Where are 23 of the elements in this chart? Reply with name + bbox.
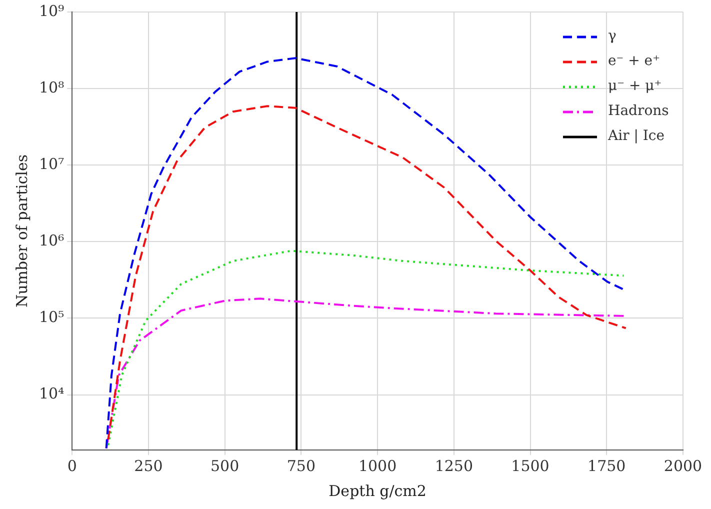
- legend-label: μ⁻ + μ⁺: [608, 77, 662, 96]
- x-tick-label: 1500: [511, 456, 550, 475]
- x-axis-title: Depth g/cm2: [328, 482, 426, 500]
- y-tick-label: 10⁸: [38, 78, 64, 96]
- legend-label: e⁻ + e⁺: [608, 52, 660, 71]
- legend-label: γ: [608, 27, 616, 46]
- y-tick-label: 10⁴: [38, 384, 64, 403]
- legend-label: Hadrons: [608, 102, 669, 121]
- y-tick-label: 10⁶: [38, 232, 64, 250]
- x-tick-label: 500: [210, 456, 240, 475]
- y-tick-label: 10⁷: [38, 155, 64, 174]
- y-axis-title: Number of particles: [12, 154, 31, 308]
- y-tick-label: 10⁹: [38, 2, 64, 20]
- x-tick-label: 1750: [588, 456, 626, 475]
- line-series: [107, 250, 625, 446]
- x-tick-label: 1000: [358, 456, 397, 475]
- x-tick-label: 2000: [664, 456, 702, 475]
- y-tick-label: 10⁵: [38, 308, 64, 326]
- x-tick-label: 0: [67, 456, 77, 475]
- legend-label: Air | Ice: [608, 127, 665, 146]
- x-tick-label: 1250: [434, 456, 474, 475]
- x-tick-label: 750: [286, 456, 316, 475]
- x-tick-label: 250: [134, 456, 163, 475]
